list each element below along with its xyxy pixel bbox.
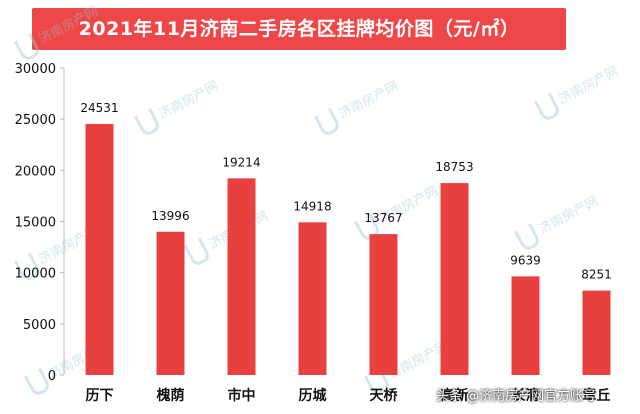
watermark-logo-icon: [133, 107, 159, 135]
bar: [227, 178, 256, 375]
watermark-text: 济南房产网: [36, 3, 101, 48]
watermark: 济南房产网: [313, 78, 401, 135]
y-tick-label: 20000: [15, 164, 56, 179]
chart-title-bar: 2021年11月济南二手房各区挂牌均价图（元/㎡）: [32, 8, 566, 50]
watermark-logo-icon: [13, 252, 39, 280]
data-label: 9639: [510, 253, 541, 267]
category-label: 天桥: [370, 387, 399, 404]
y-axis: 0 5000 10000 15000 20000 25000 30000: [15, 62, 65, 384]
watermark-text: 济南房产网: [156, 78, 221, 123]
bar: [582, 290, 611, 375]
bars: [85, 123, 611, 376]
category-label: 章丘: [583, 387, 611, 404]
y-tick-label: 0: [48, 369, 56, 384]
data-label: 13767: [364, 211, 402, 225]
category-label: 槐荫: [156, 387, 185, 404]
category-label: 长清: [512, 387, 540, 404]
y-tick-label: 25000: [15, 113, 56, 128]
chart-title: 2021年11月济南二手房各区挂牌均价图（元/㎡）: [78, 18, 520, 40]
data-label: 19214: [222, 155, 260, 169]
y-tick-label: 5000: [23, 318, 56, 333]
watermark-logo-icon: [13, 32, 39, 60]
data-labels: 24531 13996 19214 14918 13767 18753 9639 8251: [80, 101, 611, 282]
watermark: 济南房产网: [533, 63, 621, 120]
bar: [298, 222, 327, 375]
bar: [440, 183, 469, 375]
x-axis-labels: 历下 槐荫 市中 历城 天桥 高新 长清 章丘: [86, 387, 611, 404]
category-label: 历下: [86, 388, 114, 404]
watermark-text: 济南房产网: [336, 78, 401, 123]
bar: [156, 231, 185, 375]
watermark-text: 济南房产网: [556, 63, 621, 108]
data-label: 8251: [581, 268, 612, 282]
data-label: 24531: [80, 101, 118, 115]
watermark-logo-icon: [23, 367, 49, 395]
watermark-logo-icon: [363, 367, 389, 395]
bar: [369, 234, 398, 375]
bar: [85, 123, 114, 376]
watermark: 济南房产网: [513, 193, 601, 250]
watermark-logo-icon: [183, 237, 209, 265]
category-label: 高新: [441, 387, 469, 404]
category-label: 市中: [228, 387, 256, 404]
y-tick-label: 10000: [15, 267, 56, 282]
data-label: 14918: [293, 199, 331, 213]
watermark-logo-icon: [513, 222, 539, 250]
watermark: 济南房产网: [133, 78, 221, 135]
y-tick-label: 15000: [15, 216, 56, 231]
watermark: 济南房产网: [13, 3, 101, 60]
category-label: 历城: [299, 387, 327, 404]
watermark-logo-icon: [533, 92, 559, 120]
data-label: 13996: [151, 209, 189, 223]
bar: [511, 276, 540, 375]
data-label: 18753: [435, 160, 473, 174]
y-tick-label: 30000: [15, 62, 56, 77]
watermark-logo-icon: [313, 107, 339, 135]
watermark-text: 济南房产网: [536, 193, 601, 238]
source-credit: 头条 @济南房产网官方账号: [436, 389, 597, 404]
